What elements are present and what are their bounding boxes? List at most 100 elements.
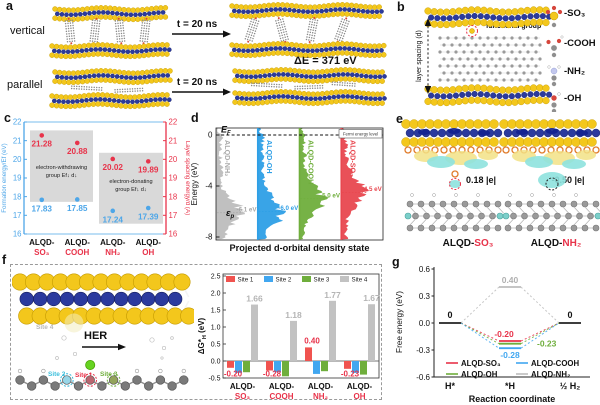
- svg-text:ALQD-: ALQD-: [29, 238, 55, 247]
- svg-text:16: 16: [13, 230, 22, 239]
- svg-text:SO₃: SO₃: [235, 392, 251, 400]
- panel-a-label: a: [6, 0, 13, 13]
- svg-text:1.5: 1.5: [211, 308, 221, 315]
- panel-f-structure: [12, 273, 194, 391]
- svg-text:-0.20: -0.20: [494, 329, 514, 339]
- panel-c-scatter-chart: electron-withdrawing group Ef↓ d↓ electron…: [1, 118, 190, 257]
- svg-text:ALQD-SO₃: ALQD-SO₃: [461, 359, 501, 368]
- panel-c-label: c: [4, 111, 11, 125]
- site-3-label: Site 3: [100, 371, 118, 378]
- svg-text:Energy (eV): Energy (eV): [190, 162, 199, 205]
- svg-text:layer spacing (d): layer spacing (d): [416, 30, 423, 82]
- svg-text:COOH: COOH: [270, 392, 294, 400]
- svg-text:electron-donating: electron-donating: [109, 179, 152, 185]
- svg-text:20.02: 20.02: [103, 163, 124, 172]
- svg-text:17.24: 17.24: [103, 215, 124, 224]
- svg-text:Site 3: Site 3: [314, 276, 330, 283]
- svg-text:21.28: 21.28: [32, 139, 53, 148]
- svg-text:22: 22: [169, 118, 178, 127]
- site-2-label: Site 2: [48, 371, 66, 378]
- svg-text:0.6: 0.6: [419, 265, 431, 274]
- svg-text:20: 20: [169, 155, 178, 164]
- svg-text:OH: OH: [354, 392, 366, 400]
- svg-text:-0.6: -0.6: [416, 373, 430, 382]
- svg-text:ALQD-OH: ALQD-OH: [265, 140, 274, 174]
- svg-text:19.89: 19.89: [138, 165, 159, 174]
- svg-text:0.3: 0.3: [419, 292, 431, 301]
- svg-text:0.0: 0.0: [211, 359, 221, 366]
- svg-text:OH: OH: [142, 248, 154, 257]
- svg-text:2.5: 2.5: [211, 274, 221, 281]
- svg-text:18: 18: [169, 192, 178, 201]
- panel-e-label: e: [396, 112, 403, 126]
- svg-text:ALQD-: ALQD-: [65, 238, 91, 247]
- svg-text:2.0: 2.0: [211, 291, 221, 298]
- svg-text:0: 0: [208, 131, 213, 140]
- svg-text:0.40: 0.40: [304, 336, 320, 345]
- svg-text:-0.23: -0.23: [537, 339, 557, 349]
- svg-text:1.0: 1.0: [211, 325, 221, 332]
- svg-text:εp: εp: [226, 208, 235, 220]
- svg-text:group Ef↓ d↓: group Ef↓ d↓: [46, 173, 78, 179]
- panel-f-bar-chart: 2.52.01.51.00.50.0-0.51.66-0.20ALQD-SO₃1…: [197, 274, 380, 401]
- caption-suffix: SO₃: [474, 238, 494, 249]
- svg-text:17.85: 17.85: [67, 204, 88, 213]
- svg-text:19: 19: [169, 174, 178, 183]
- svg-text:ALQD-: ALQD-: [230, 382, 256, 391]
- svg-text:21: 21: [169, 136, 178, 145]
- group-label-cooh: -COOH: [564, 38, 596, 49]
- svg-text:Free energy (eV): Free energy (eV): [395, 291, 404, 353]
- panel-f-label: f: [2, 253, 7, 267]
- svg-text:-0.23: -0.23: [341, 370, 360, 379]
- svg-text:1.67: 1.67: [363, 293, 380, 303]
- svg-text:17.83: 17.83: [32, 204, 53, 213]
- svg-text:-5.0 eV: -5.0 eV: [320, 192, 341, 199]
- svg-text:-0.20: -0.20: [224, 370, 243, 379]
- site-1-label: Site 1: [75, 372, 93, 379]
- group-label-oh: -OH: [564, 93, 582, 104]
- svg-text:1.66: 1.66: [246, 294, 263, 304]
- svg-text:-0.5: -0.5: [208, 376, 220, 383]
- svg-text:ALQD-: ALQD-: [347, 382, 373, 391]
- svg-text:-4: -4: [205, 182, 213, 191]
- svg-text:ALQD-OH: ALQD-OH: [461, 370, 498, 379]
- svg-text:22: 22: [13, 118, 22, 127]
- svg-text:21: 21: [13, 136, 22, 145]
- svg-text:ΔG*H (eV): ΔG*H (eV): [197, 317, 208, 354]
- svg-text:ALQD-: ALQD-: [308, 382, 334, 391]
- panel-g-free-energy-chart: 0.60.30.0-0.3-0.60 00.40-0.20-0.23-0.28AL…: [395, 265, 590, 404]
- svg-text:t = 20 ns: t = 20 ns: [177, 77, 218, 88]
- charge-transfer-value-so3: 0.18 |e|: [465, 175, 497, 185]
- her-label: HER: [84, 330, 108, 342]
- svg-text:0.5: 0.5: [211, 342, 221, 349]
- svg-text:-8: -8: [205, 233, 213, 242]
- svg-text:ALQD-COOH: ALQD-COOH: [307, 140, 316, 184]
- svg-text:20: 20: [13, 155, 22, 164]
- svg-text:Projected d-orbital density st: Projected d-orbital density state: [230, 243, 370, 253]
- svg-text:ALQD-NH₂: ALQD-NH₂: [531, 370, 571, 379]
- svg-text:Formation energy/Ef (eV): Formation energy/Ef (eV): [1, 143, 8, 212]
- svg-text:Reaction coordinate: Reaction coordinate: [469, 394, 556, 404]
- panel-g-label: g: [392, 255, 400, 269]
- svg-text:EF: EF: [221, 125, 231, 137]
- svg-text:16: 16: [169, 230, 178, 239]
- md-row-vertical-label: vertical: [10, 25, 45, 37]
- svg-text:t = 20 ns: t = 20 ns: [177, 19, 218, 30]
- svg-text:SO₃: SO₃: [34, 248, 50, 257]
- svg-text:NH₂: NH₂: [313, 392, 329, 400]
- svg-text:17.39: 17.39: [138, 213, 159, 222]
- svg-text:Site 2: Site 2: [276, 276, 292, 283]
- svg-text:1.18: 1.18: [285, 310, 302, 320]
- svg-text:17: 17: [13, 211, 22, 220]
- svg-text:-6.0 eV: -6.0 eV: [278, 205, 299, 212]
- panel-a-md-snapshots: t = 20 ns t = 20 ns: [49, 2, 387, 110]
- svg-text:0.0: 0.0: [419, 319, 431, 328]
- svg-text:H*: H*: [445, 381, 455, 391]
- svg-text:Site 4: Site 4: [352, 276, 368, 283]
- svg-text:-0.28: -0.28: [500, 350, 520, 360]
- svg-text:ALQD-NH₂: ALQD-NH₂: [223, 140, 232, 176]
- svg-text:0: 0: [447, 310, 452, 320]
- panel-f-frame: [10, 264, 382, 400]
- site-4-label: Site 4: [36, 324, 54, 331]
